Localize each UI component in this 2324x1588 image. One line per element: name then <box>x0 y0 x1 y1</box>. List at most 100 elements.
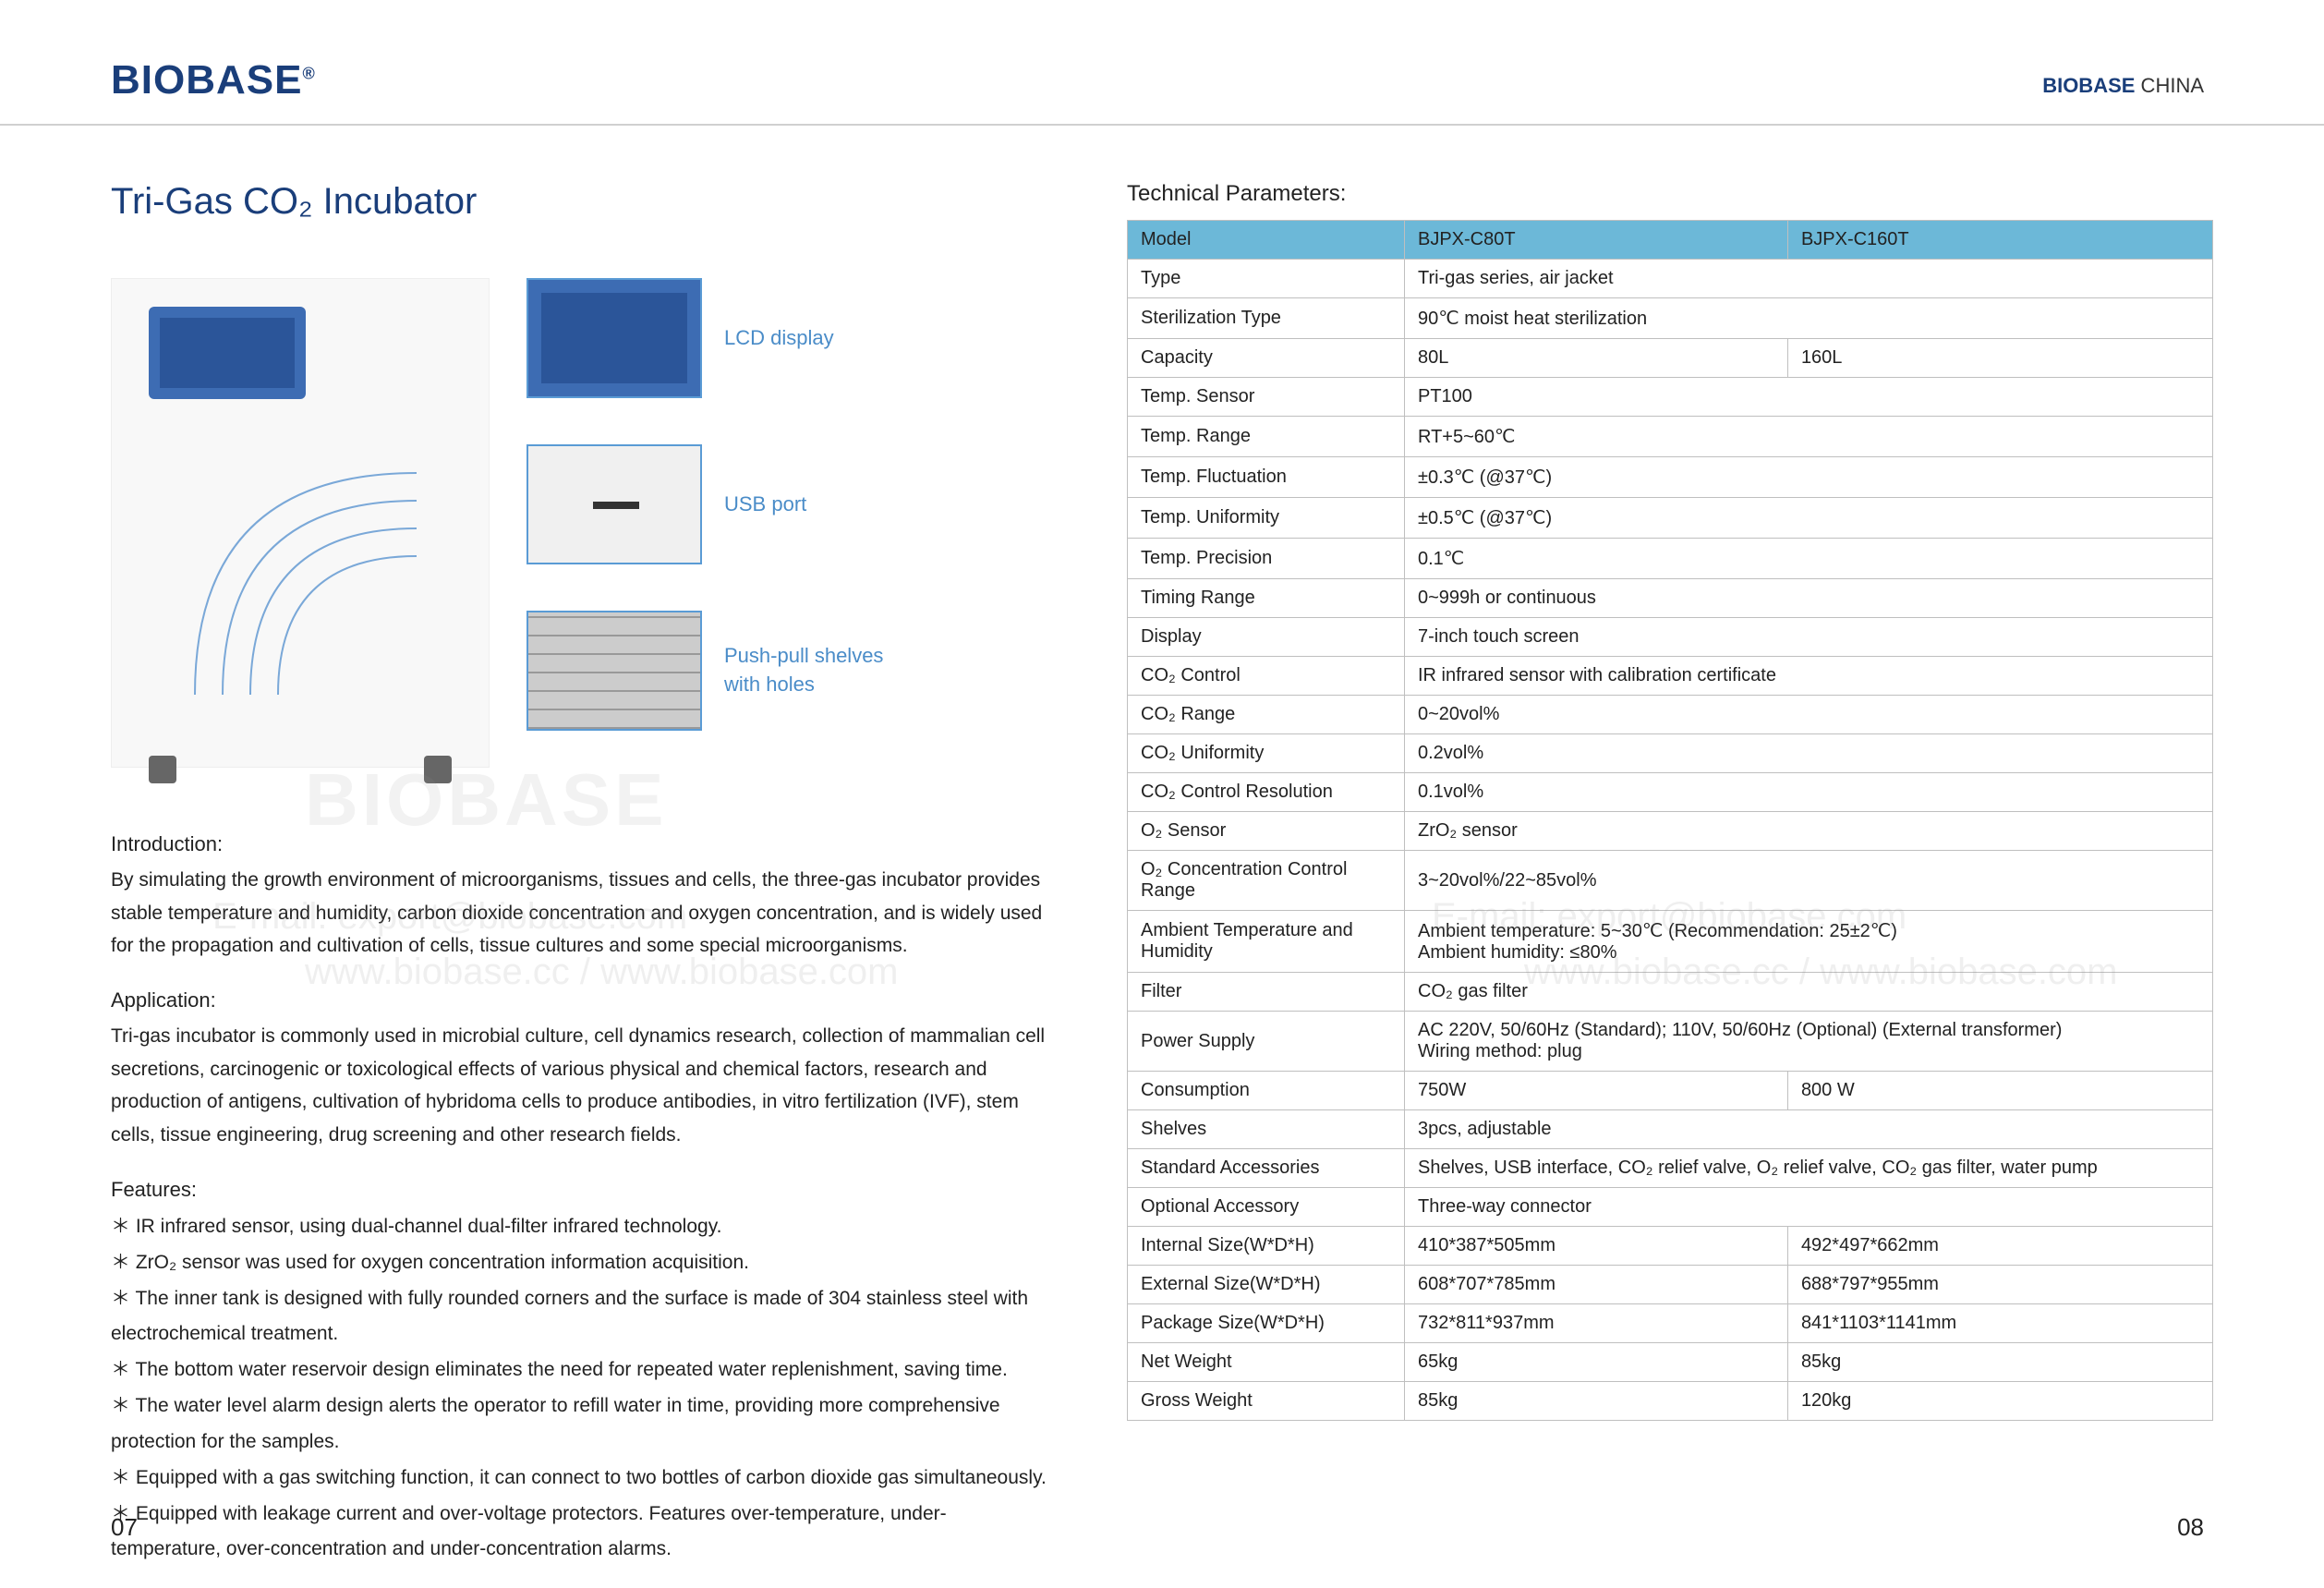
spec-param: Consumption <box>1128 1072 1405 1110</box>
product-curve-decor <box>186 464 426 704</box>
intro-body: By simulating the growth environment of … <box>111 864 1053 963</box>
feature-item: The inner tank is designed with fully ro… <box>111 1281 1053 1353</box>
spec-param: Gross Weight <box>1128 1382 1405 1421</box>
left-column: Tri-Gas CO₂ Incubator LCD display <box>111 181 1127 1568</box>
callout-shelf-label: Push-pull shelves with holes <box>724 642 883 699</box>
spec-value: 688*797*955mm <box>1787 1266 2212 1304</box>
spec-value: 3pcs, adjustable <box>1405 1110 2213 1149</box>
spec-value: CO₂ gas filter <box>1405 973 2213 1012</box>
spec-param: Shelves <box>1128 1110 1405 1149</box>
spec-param: Display <box>1128 618 1405 657</box>
page-number-right: 08 <box>2177 1513 2204 1542</box>
spec-param: CO₂ Control <box>1128 657 1405 696</box>
spec-value: AC 220V, 50/60Hz (Standard); 110V, 50/60… <box>1405 1012 2213 1072</box>
spec-param: Type <box>1128 260 1405 298</box>
feature-item: ZrO₂ sensor was used for oxygen concentr… <box>111 1245 1053 1281</box>
spec-param: O₂ Sensor <box>1128 812 1405 851</box>
spec-value: ±0.3℃ (@37℃) <box>1405 457 2213 498</box>
spec-header-model: BJPX-C160T <box>1787 221 2212 260</box>
spec-header-param: Model <box>1128 221 1405 260</box>
feat-head: Features: <box>111 1178 1053 1202</box>
spec-value: Ambient temperature: 5~30℃ (Recommendati… <box>1405 911 2213 973</box>
spec-param: Ambient Temperature and Humidity <box>1128 911 1405 973</box>
spec-value: 608*707*785mm <box>1405 1266 1788 1304</box>
callout-shelf: Push-pull shelves with holes <box>527 611 1053 731</box>
spec-value: 3~20vol%/22~85vol% <box>1405 851 2213 911</box>
spec-value: 0.1vol% <box>1405 773 2213 812</box>
spec-value: 841*1103*1141mm <box>1787 1304 2212 1343</box>
spec-param: CO₂ Range <box>1128 696 1405 734</box>
page-title: Tri-Gas CO₂ Incubator <box>111 181 1053 223</box>
spec-param: Sterilization Type <box>1128 298 1405 339</box>
spec-value: Shelves, USB interface, CO₂ relief valve… <box>1405 1149 2213 1188</box>
product-lcd-panel <box>149 307 306 399</box>
spec-param: External Size(W*D*H) <box>1128 1266 1405 1304</box>
product-image <box>111 278 490 768</box>
page-number-left: 07 <box>111 1513 138 1542</box>
spec-value: 120kg <box>1787 1382 2212 1421</box>
reg-mark: ® <box>302 64 315 82</box>
spec-param: Package Size(W*D*H) <box>1128 1304 1405 1343</box>
spec-value: 732*811*937mm <box>1405 1304 1788 1343</box>
spec-value: RT+5~60℃ <box>1405 417 2213 457</box>
spec-value: 90℃ moist heat sterilization <box>1405 298 2213 339</box>
feature-item: IR infrared sensor, using dual-channel d… <box>111 1209 1053 1245</box>
spec-param: Temp. Precision <box>1128 539 1405 579</box>
spec-value: 0.1℃ <box>1405 539 2213 579</box>
feature-item: Equipped with leakage current and over-v… <box>111 1497 1053 1569</box>
spec-param: O₂ Concentration Control Range <box>1128 851 1405 911</box>
spec-param: Temp. Uniformity <box>1128 498 1405 539</box>
spec-value: 65kg <box>1405 1343 1788 1382</box>
spec-param: Internal Size(W*D*H) <box>1128 1227 1405 1266</box>
brand-right-text: BIOBASE <box>2042 74 2135 97</box>
spec-value: 7-inch touch screen <box>1405 618 2213 657</box>
spec-value: ZrO₂ sensor <box>1405 812 2213 851</box>
right-column: Technical Parameters: ModelBJPX-C80TBJPX… <box>1127 181 2213 1568</box>
spec-param: Standard Accessories <box>1128 1149 1405 1188</box>
spec-param: Filter <box>1128 973 1405 1012</box>
spec-param: Optional Accessory <box>1128 1188 1405 1227</box>
brand-logo-left: BIOBASE® <box>111 57 316 103</box>
app-head: Application: <box>111 988 1053 1012</box>
spec-param: Temp. Fluctuation <box>1128 457 1405 498</box>
product-foot-right <box>424 756 452 783</box>
spec-value: 410*387*505mm <box>1405 1227 1788 1266</box>
spec-param: CO₂ Uniformity <box>1128 734 1405 773</box>
brand-logo-text: BIOBASE <box>111 57 302 103</box>
spec-param: CO₂ Control Resolution <box>1128 773 1405 812</box>
callouts: LCD display USB port Push-pull shelves w… <box>527 278 1053 777</box>
spec-value: 85kg <box>1787 1343 2212 1382</box>
spec-value: 80L <box>1405 339 1788 378</box>
callout-lcd-thumb <box>527 278 702 398</box>
callout-usb-label: USB port <box>724 491 806 519</box>
spec-value: 492*497*662mm <box>1787 1227 2212 1266</box>
spec-param: Temp. Sensor <box>1128 378 1405 417</box>
spec-value: Tri-gas series, air jacket <box>1405 260 2213 298</box>
spec-param: Timing Range <box>1128 579 1405 618</box>
spec-table: ModelBJPX-C80TBJPX-C160T TypeTri-gas seri… <box>1127 220 2213 1421</box>
spec-value: 0.2vol% <box>1405 734 2213 773</box>
spec-value: 85kg <box>1405 1382 1788 1421</box>
callout-usb-thumb <box>527 444 702 564</box>
spec-value: ±0.5℃ (@37℃) <box>1405 498 2213 539</box>
app-body: Tri-gas incubator is commonly used in mi… <box>111 1020 1053 1152</box>
spec-value: 800 W <box>1787 1072 2212 1110</box>
callout-lcd-label: LCD display <box>724 324 834 353</box>
feature-item: The bottom water reservoir design elimin… <box>111 1352 1053 1388</box>
page-header: BIOBASE® BIOBASE CHINA <box>0 0 2324 126</box>
spec-value: 0~20vol% <box>1405 696 2213 734</box>
intro-head: Introduction: <box>111 832 1053 856</box>
brand-right-suffix: CHINA <box>2135 74 2204 97</box>
spec-value: PT100 <box>1405 378 2213 417</box>
feature-item: Equipped with a gas switching function, … <box>111 1461 1053 1497</box>
tech-params-title: Technical Parameters: <box>1127 181 2213 207</box>
callout-usb: USB port <box>527 444 1053 564</box>
spec-param: Capacity <box>1128 339 1405 378</box>
spec-value: IR infrared sensor with calibration cert… <box>1405 657 2213 696</box>
features-list: IR infrared sensor, using dual-channel d… <box>111 1209 1053 1568</box>
spec-param: Power Supply <box>1128 1012 1405 1072</box>
spec-header-model: BJPX-C80T <box>1405 221 1788 260</box>
product-foot-left <box>149 756 176 783</box>
spec-value: 160L <box>1787 339 2212 378</box>
callout-shelf-thumb <box>527 611 702 731</box>
